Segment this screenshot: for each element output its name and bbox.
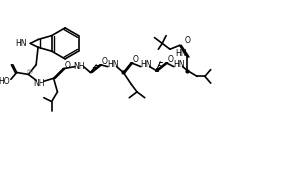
- Text: HN: HN: [140, 60, 151, 69]
- Text: NH: NH: [73, 62, 85, 71]
- Text: NH: NH: [33, 79, 45, 88]
- Text: O: O: [64, 61, 70, 70]
- Text: HN: HN: [15, 39, 26, 48]
- Text: O: O: [168, 55, 174, 64]
- Text: HN: HN: [175, 49, 186, 58]
- Text: HO: HO: [0, 77, 10, 86]
- Text: O: O: [185, 36, 191, 45]
- Text: HN: HN: [107, 60, 118, 69]
- Text: O: O: [102, 57, 108, 66]
- Text: HN: HN: [173, 60, 184, 69]
- Text: (S): (S): [27, 69, 34, 74]
- Text: O: O: [133, 55, 139, 64]
